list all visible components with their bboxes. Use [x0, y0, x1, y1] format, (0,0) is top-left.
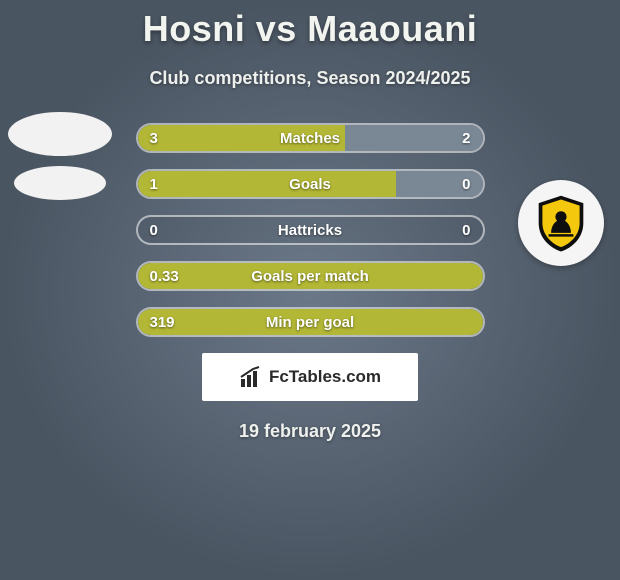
bar-row: Goals per match0.33 [136, 261, 485, 291]
fctables-text: FcTables.com [269, 367, 381, 387]
comparison-bars: Matches32Goals10Hattricks00Goals per mat… [136, 123, 485, 337]
bar-value-left: 0.33 [150, 263, 179, 289]
player1-badge-2 [14, 166, 106, 200]
bar-value-left: 319 [150, 309, 175, 335]
bar-label: Matches [138, 125, 483, 151]
snapshot-date: 19 february 2025 [0, 421, 620, 442]
player2-badge [518, 180, 604, 266]
bar-value-left: 3 [150, 125, 158, 151]
bar-row: Hattricks0 0 [136, 215, 485, 245]
bar-label: Min per goal [138, 309, 483, 335]
bar-value-left: 0 [150, 217, 158, 243]
player1-badge-group [8, 112, 112, 200]
player1-badge-1 [8, 112, 112, 156]
bar-label: Goals per match [138, 263, 483, 289]
chart-icon [239, 365, 263, 389]
page-subtitle: Club competitions, Season 2024/2025 [0, 68, 620, 89]
bar-label: Hattricks [138, 217, 483, 243]
bar-label: Goals [138, 171, 483, 197]
bar-value-right: 2 [462, 125, 470, 151]
club-crest-icon [518, 180, 604, 266]
bar-value-right: 0 [462, 171, 470, 197]
bar-value-left: 1 [150, 171, 158, 197]
bar-value-right: 0 [462, 217, 470, 243]
bar-row: Min per goal319 [136, 307, 485, 337]
page-title: Hosni vs Maaouani [0, 0, 620, 50]
fctables-logo[interactable]: FcTables.com [202, 353, 418, 401]
bar-row: Goals1 0 [136, 169, 485, 199]
bar-row: Matches3 2 [136, 123, 485, 153]
